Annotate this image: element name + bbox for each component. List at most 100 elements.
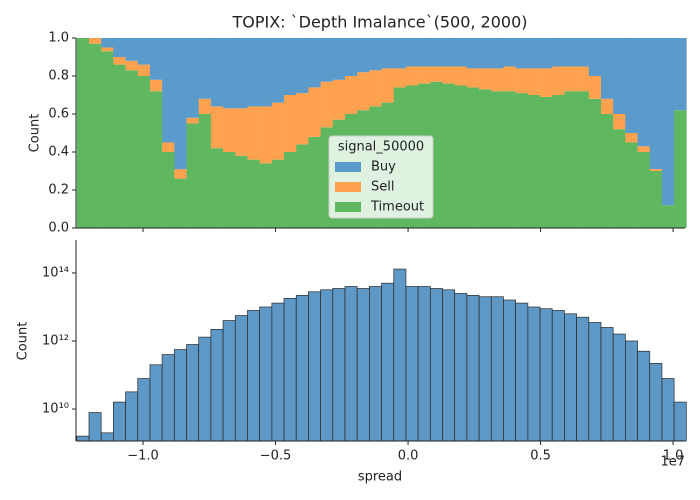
bar [173, 349, 187, 442]
bar [113, 401, 126, 442]
bar [344, 286, 358, 442]
bar-segment [271, 102, 285, 160]
bar-segment [479, 68, 492, 90]
bar-segment [381, 38, 395, 69]
bar [564, 313, 577, 442]
bar [76, 435, 90, 442]
bar [454, 293, 468, 442]
bar-segment [442, 83, 456, 228]
bar-segment [588, 76, 602, 99]
bar-segment [454, 38, 468, 67]
bar-segment [540, 96, 553, 229]
bar-segment [527, 38, 541, 69]
bar-segment [418, 38, 431, 67]
bar [637, 350, 651, 442]
legend-title: signal_50000 [338, 140, 424, 155]
bar-segment [369, 38, 382, 71]
bar-segment [259, 38, 273, 107]
bar-segment [149, 38, 163, 80]
bar-segment [466, 87, 480, 229]
bar-segment [540, 38, 553, 69]
bar [612, 333, 626, 442]
bar-segment [113, 57, 126, 65]
legend-label: Timeout [370, 200, 424, 215]
bar [625, 340, 638, 442]
bar-segment [418, 66, 431, 84]
bar-segment [479, 89, 492, 228]
bar-segment [186, 38, 200, 118]
bar-segment [198, 98, 212, 114]
bar-segment [674, 110, 687, 228]
bar-segment [649, 171, 663, 228]
bar-segment [271, 159, 285, 228]
bar-segment [613, 114, 626, 130]
bar-segment [442, 66, 456, 84]
bar [186, 344, 200, 442]
y-tick-label: 10¹⁰ [42, 402, 69, 417]
bar-segment [308, 136, 321, 228]
bar-segment [576, 66, 590, 92]
bar [161, 354, 175, 442]
bar-segment [308, 87, 321, 137]
bar-segment [503, 38, 516, 67]
bar-segment [247, 159, 260, 228]
bar [137, 378, 151, 442]
bar-segment [247, 38, 260, 107]
legend: signal_50000 Buy Sell Timeout [328, 135, 434, 219]
bar-segment [125, 38, 139, 61]
bar-segment [454, 66, 468, 86]
bar-segment [503, 91, 516, 228]
bar-segment [162, 152, 175, 228]
bar-segment [491, 68, 504, 92]
bar-segment [637, 146, 651, 152]
bar-segment [576, 91, 590, 228]
bar-segment [442, 38, 456, 67]
bar-segment [649, 38, 663, 170]
bar-segment [515, 93, 529, 228]
legend-label: Buy [371, 160, 396, 175]
bar-segment [308, 38, 321, 88]
legend-swatch [335, 182, 361, 192]
bar-segment [284, 152, 297, 228]
bar [271, 302, 285, 442]
bar-segment [149, 91, 163, 228]
bar-segment [405, 66, 419, 86]
bar-segment [625, 142, 638, 228]
bar-segment [600, 98, 614, 114]
x-tick-label: 0.0 [398, 449, 419, 464]
y-tick-label: 0.6 [48, 107, 69, 122]
bar [649, 363, 663, 442]
bar-segment [515, 38, 529, 69]
bar-segment [661, 205, 675, 228]
bar-segment [588, 38, 602, 76]
bar [125, 391, 139, 442]
x-offset-label: 1e7 [660, 455, 685, 470]
y-tick-label: 0.8 [48, 69, 69, 84]
bar [320, 289, 334, 442]
bar-segment [210, 38, 224, 107]
y-tick-label: 0.4 [48, 145, 69, 160]
bar [393, 268, 407, 442]
bar-segment [174, 38, 187, 170]
chart-title: TOPIX: `Depth Imalance`(500, 2000) [231, 13, 527, 32]
bar-segment [564, 38, 577, 67]
bar-segment [88, 43, 102, 229]
bar-segment [479, 38, 492, 69]
bar-segment [210, 148, 224, 228]
bar-segment [600, 38, 614, 99]
bar [381, 282, 395, 442]
y-axis-label: Count [28, 114, 43, 153]
bar-segment [344, 38, 358, 76]
bar-segment [466, 68, 480, 88]
bar [442, 289, 456, 442]
y-tick-label: 1.0 [48, 31, 69, 46]
bar-segment [186, 117, 200, 124]
bar-segment [162, 38, 175, 143]
bar-segment [381, 68, 395, 103]
bar [673, 401, 687, 442]
bar-segment [235, 155, 248, 228]
bar [588, 322, 602, 442]
bar [198, 336, 212, 442]
x-tick-label: −0.5 [260, 449, 292, 464]
bar [417, 286, 431, 442]
